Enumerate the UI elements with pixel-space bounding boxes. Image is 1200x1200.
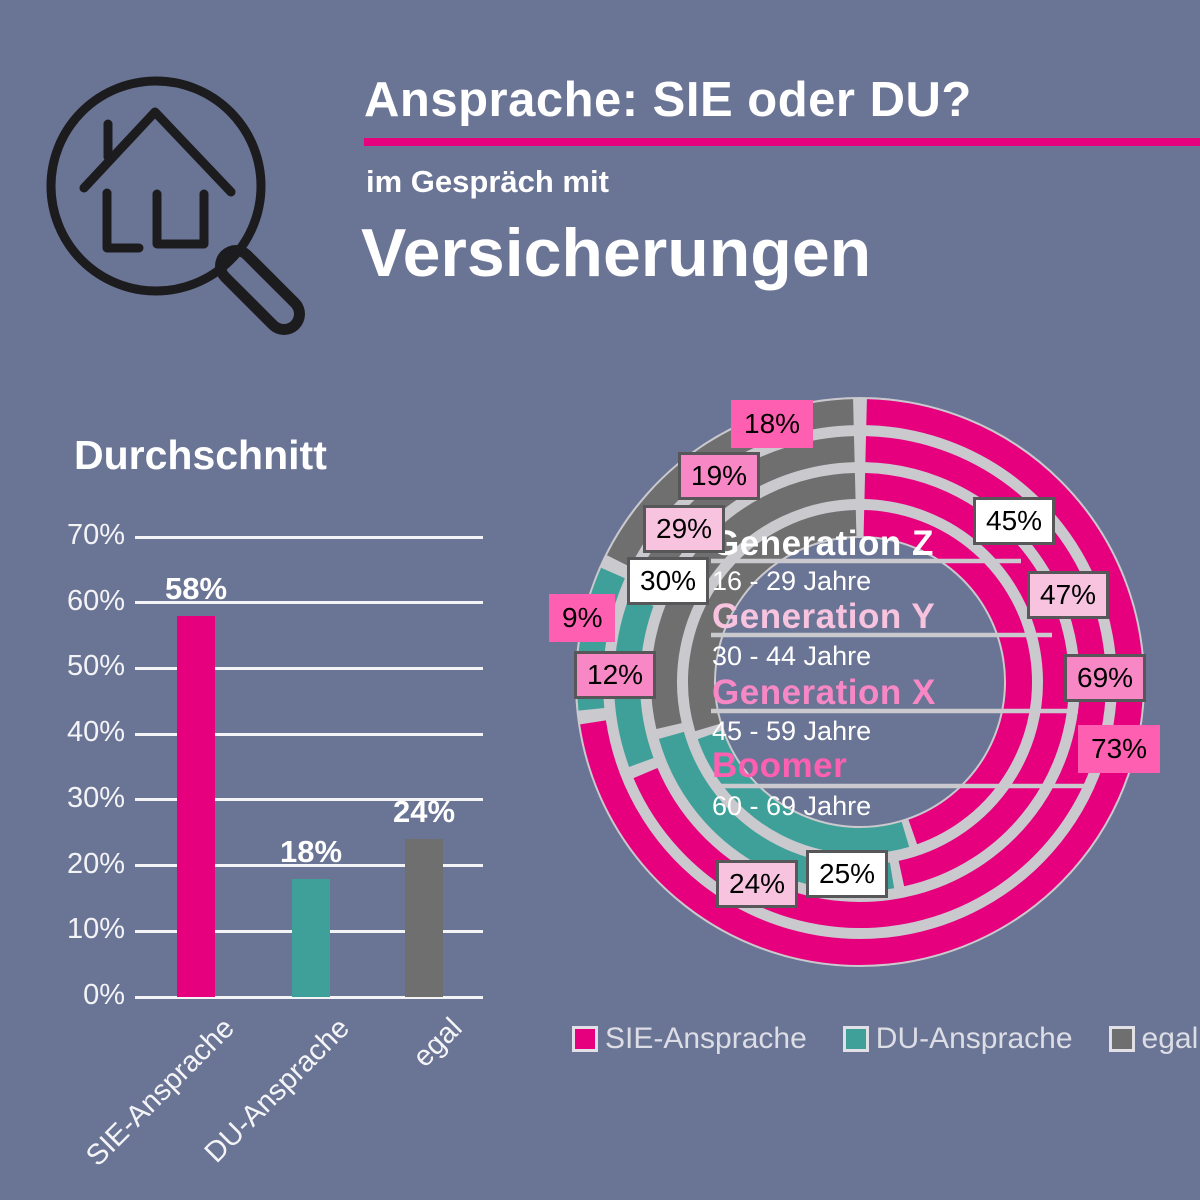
legend-label-du: DU-Ansprache: [875, 1022, 1073, 1055]
legend-item-egal: egal: [1108, 1022, 1199, 1056]
legend: SIE-Ansprache DU-Ansprache egal: [572, 1022, 1198, 1056]
donut-segment-generation-y-sie: [864, 473, 1069, 887]
bar-chart-title: Durchschnitt: [74, 432, 327, 478]
legend-label-sie: SIE-Ansprache: [605, 1022, 807, 1055]
magnifier-lens: [46, 76, 266, 296]
legend-item-sie: SIE-Ansprache: [572, 1022, 807, 1056]
page-subject: Versicherungen: [361, 215, 872, 291]
house-window: [152, 189, 209, 249]
donut-segment-generation-z-du: [697, 730, 910, 854]
legend-swatch-du: [842, 1026, 869, 1052]
donut-segment-generation-z-egal: [688, 510, 857, 732]
legend-swatch-egal: [1108, 1026, 1135, 1052]
house-magnifying-glass-logo: [46, 76, 305, 335]
legend-label-egal: egal: [1141, 1022, 1199, 1055]
donut-segment-generation-x-du: [614, 597, 654, 767]
page-title: Ansprache: SIE oder DU?: [364, 73, 972, 127]
house-door: [102, 188, 144, 253]
house-roof: [79, 107, 236, 197]
title-accent-rule: [364, 138, 1200, 146]
donut-segment-boomer-sie: [580, 399, 1143, 965]
legend-item-du: DU-Ansprache: [842, 1022, 1073, 1056]
page-subtitle: im Gespräch mit: [366, 164, 609, 199]
donut-segment-generation-z-sie: [863, 510, 1032, 845]
legend-swatch-sie: [572, 1026, 598, 1052]
